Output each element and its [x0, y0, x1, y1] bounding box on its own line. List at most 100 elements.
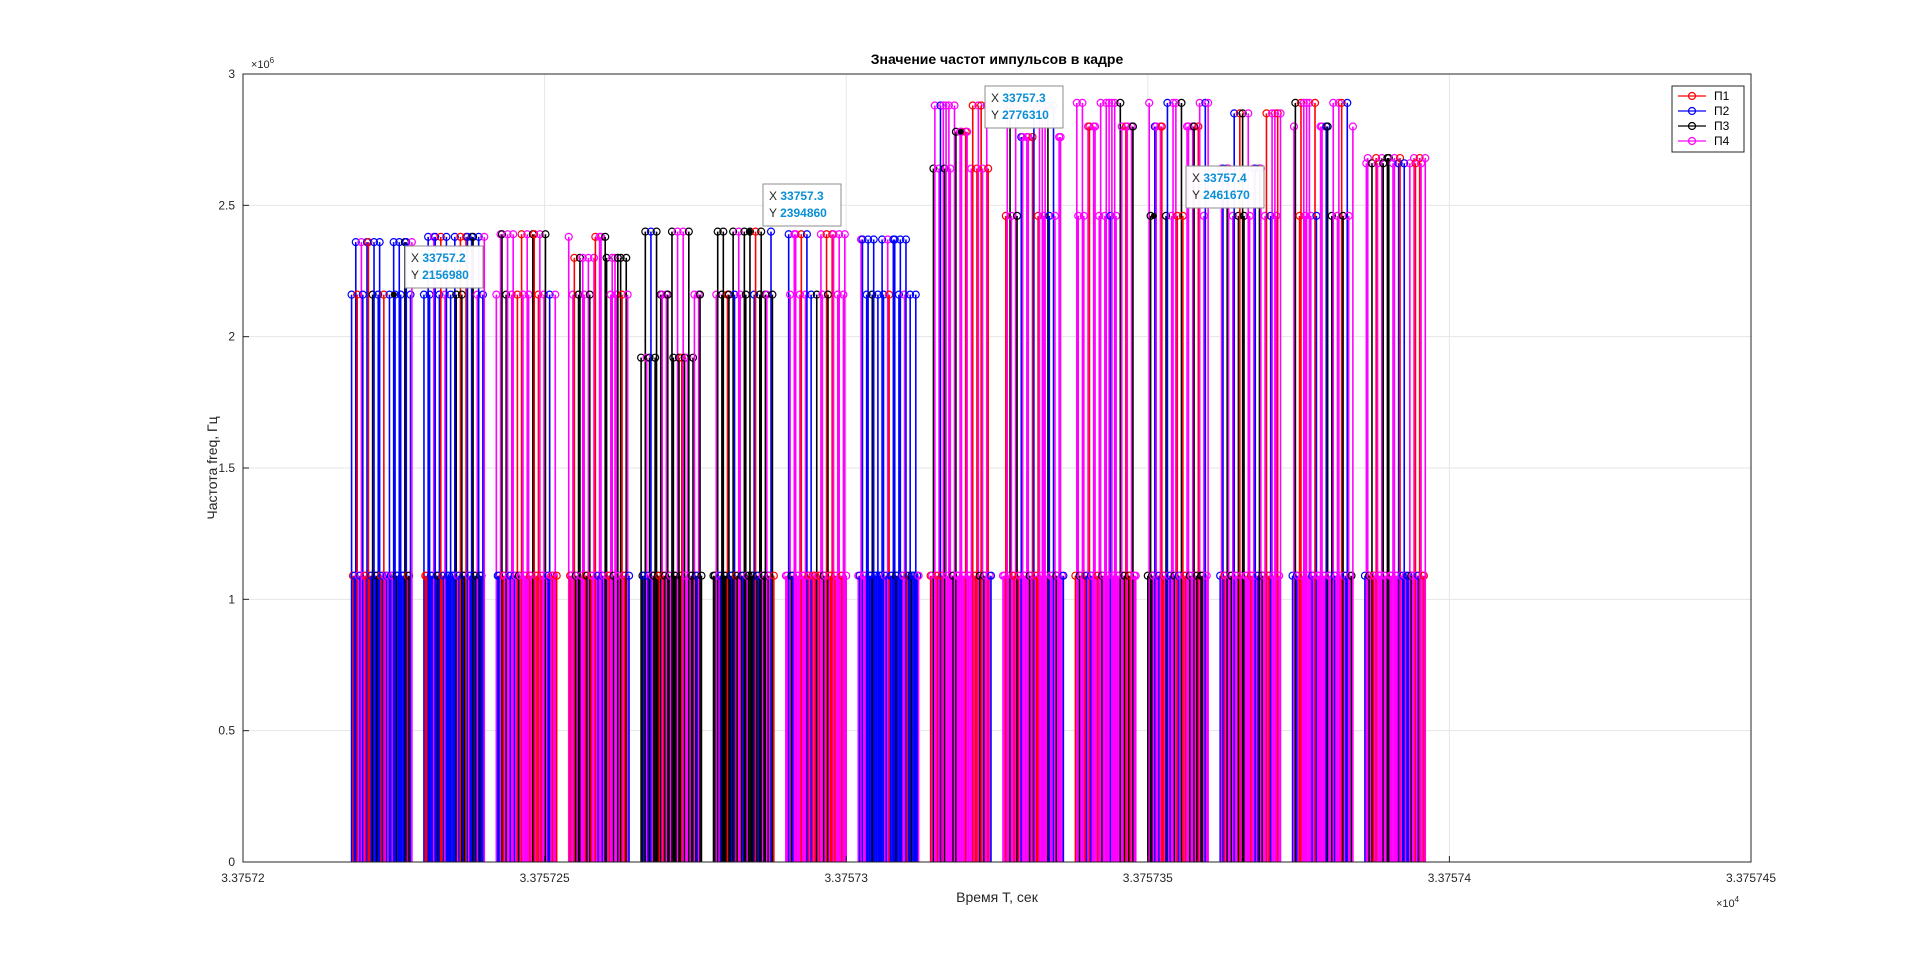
stem-marker: [1163, 98, 1172, 107]
stem-group: [854, 235, 923, 862]
stem-marker: [890, 235, 899, 244]
stem-marker: [1343, 98, 1352, 107]
x-tick-label: 3.375745: [1726, 871, 1776, 885]
stem-marker: [791, 230, 800, 239]
stem-marker: [624, 571, 634, 580]
stem-marker: [616, 253, 625, 262]
datatip-y: Y 2156980: [411, 268, 469, 282]
stem-marker: [1230, 109, 1239, 118]
stem-marker: [584, 253, 593, 262]
stem-marker: [1204, 98, 1213, 107]
stem-marker: [712, 290, 721, 299]
x-exponent-power: 4: [1735, 895, 1740, 904]
stem-marker: [602, 253, 611, 262]
stem-marker: [1421, 153, 1430, 163]
stem-marker: [369, 238, 379, 247]
y-axis-label: Частота freq, Гц: [204, 416, 220, 519]
datatip-anchor: [957, 128, 964, 135]
stem-marker: [623, 290, 632, 299]
x-tick-label: 3.37573: [825, 871, 869, 885]
stem-marker: [1072, 98, 1081, 107]
stem-marker: [1090, 122, 1100, 131]
stem-marker: [863, 235, 873, 244]
stem-group: [637, 227, 706, 862]
stem-marker: [351, 238, 360, 247]
stem-marker: [719, 227, 728, 236]
stem-marker: [1131, 571, 1140, 580]
x-tick-label: 3.37572: [221, 871, 265, 885]
legend-item[interactable]: П1: [1678, 89, 1730, 103]
stem-marker: [480, 232, 489, 241]
datatip[interactable]: X 33757.3 Y 2394860: [746, 183, 842, 235]
stem-marker: [894, 290, 904, 299]
stem-marker: [1276, 109, 1285, 118]
stem-marker: [645, 353, 654, 362]
axis-ticks: 3.37572 3.375725 3.37573 3.375735 3.37574 3.3…: [218, 67, 1776, 885]
stem-marker: [1363, 153, 1372, 163]
stem-marker: [1177, 98, 1186, 107]
stem-marker: [695, 290, 705, 299]
y-tick-label: 2: [228, 330, 235, 344]
stem-marker: [944, 101, 953, 110]
stem-marker: [1310, 98, 1320, 107]
datatip-y: Y 2776310: [991, 108, 1049, 122]
stem-marker: [1238, 109, 1247, 118]
stem-marker: [1056, 132, 1065, 142]
stem-marker: [802, 230, 812, 239]
stem-marker: [801, 290, 810, 299]
stem-marker: [1291, 98, 1300, 107]
stem-marker: [436, 232, 445, 241]
y-axis-exponent: ×106: [251, 56, 275, 71]
stem-marker: [1260, 211, 1270, 220]
stem-marker: [766, 227, 776, 236]
stem-group: [419, 232, 489, 862]
stem-marker: [1262, 109, 1271, 118]
stem-marker: [1096, 98, 1105, 107]
legend-label: П2: [1714, 104, 1730, 118]
stem-marker: [564, 232, 573, 241]
stem-marker: [986, 571, 996, 580]
stem-marker: [503, 230, 512, 239]
y-tick-label: 1: [228, 592, 235, 606]
datatip[interactable]: X 33757.3 Y 2776310: [957, 85, 1064, 135]
stem-marker: [1415, 153, 1424, 163]
x-tick-label: 3.375725: [520, 871, 570, 885]
stem-marker: [697, 571, 706, 580]
stem-marker: [652, 227, 661, 236]
stem-marker: [431, 232, 440, 241]
stem-marker: [745, 227, 755, 236]
stem-marker: [930, 101, 939, 110]
stem-marker: [950, 101, 959, 110]
stem-marker: [795, 290, 805, 299]
stem-marker: [797, 230, 806, 239]
stem-marker: [368, 290, 377, 299]
stem-marker: [862, 290, 871, 299]
stem-marker: [541, 230, 550, 239]
legend-label: П4: [1714, 134, 1730, 148]
stem-marker: [1372, 153, 1381, 163]
stem-marker: [906, 290, 915, 299]
stem-marker: [1419, 571, 1428, 580]
stem-marker: [1161, 211, 1171, 220]
y-tick-label: 1.5: [218, 461, 235, 475]
datatip-anchor: [746, 228, 753, 235]
stem-marker: [568, 290, 578, 299]
legend-item[interactable]: П2: [1678, 104, 1730, 118]
x-exponent-base: ×10: [1716, 898, 1735, 910]
x-tick-label: 3.375735: [1123, 871, 1173, 885]
stem-marker: [535, 230, 544, 239]
stem-marker: [1202, 571, 1211, 580]
datatip[interactable]: X 33757.4 Y 2461670: [1150, 165, 1265, 219]
datatip-box: [762, 183, 842, 227]
legend-label: П1: [1714, 89, 1730, 103]
stem-marker: [911, 290, 920, 299]
datatip[interactable]: X 33757.2 Y 2156980: [390, 245, 484, 298]
stem-group: [564, 232, 634, 862]
legend-item[interactable]: П4: [1678, 134, 1730, 148]
stem-group: [998, 101, 1068, 862]
datatip-x: X 33757.3: [991, 91, 1046, 105]
stem-marker: [901, 235, 911, 244]
stem-marker: [473, 290, 482, 299]
legend-item[interactable]: П3: [1678, 119, 1730, 133]
